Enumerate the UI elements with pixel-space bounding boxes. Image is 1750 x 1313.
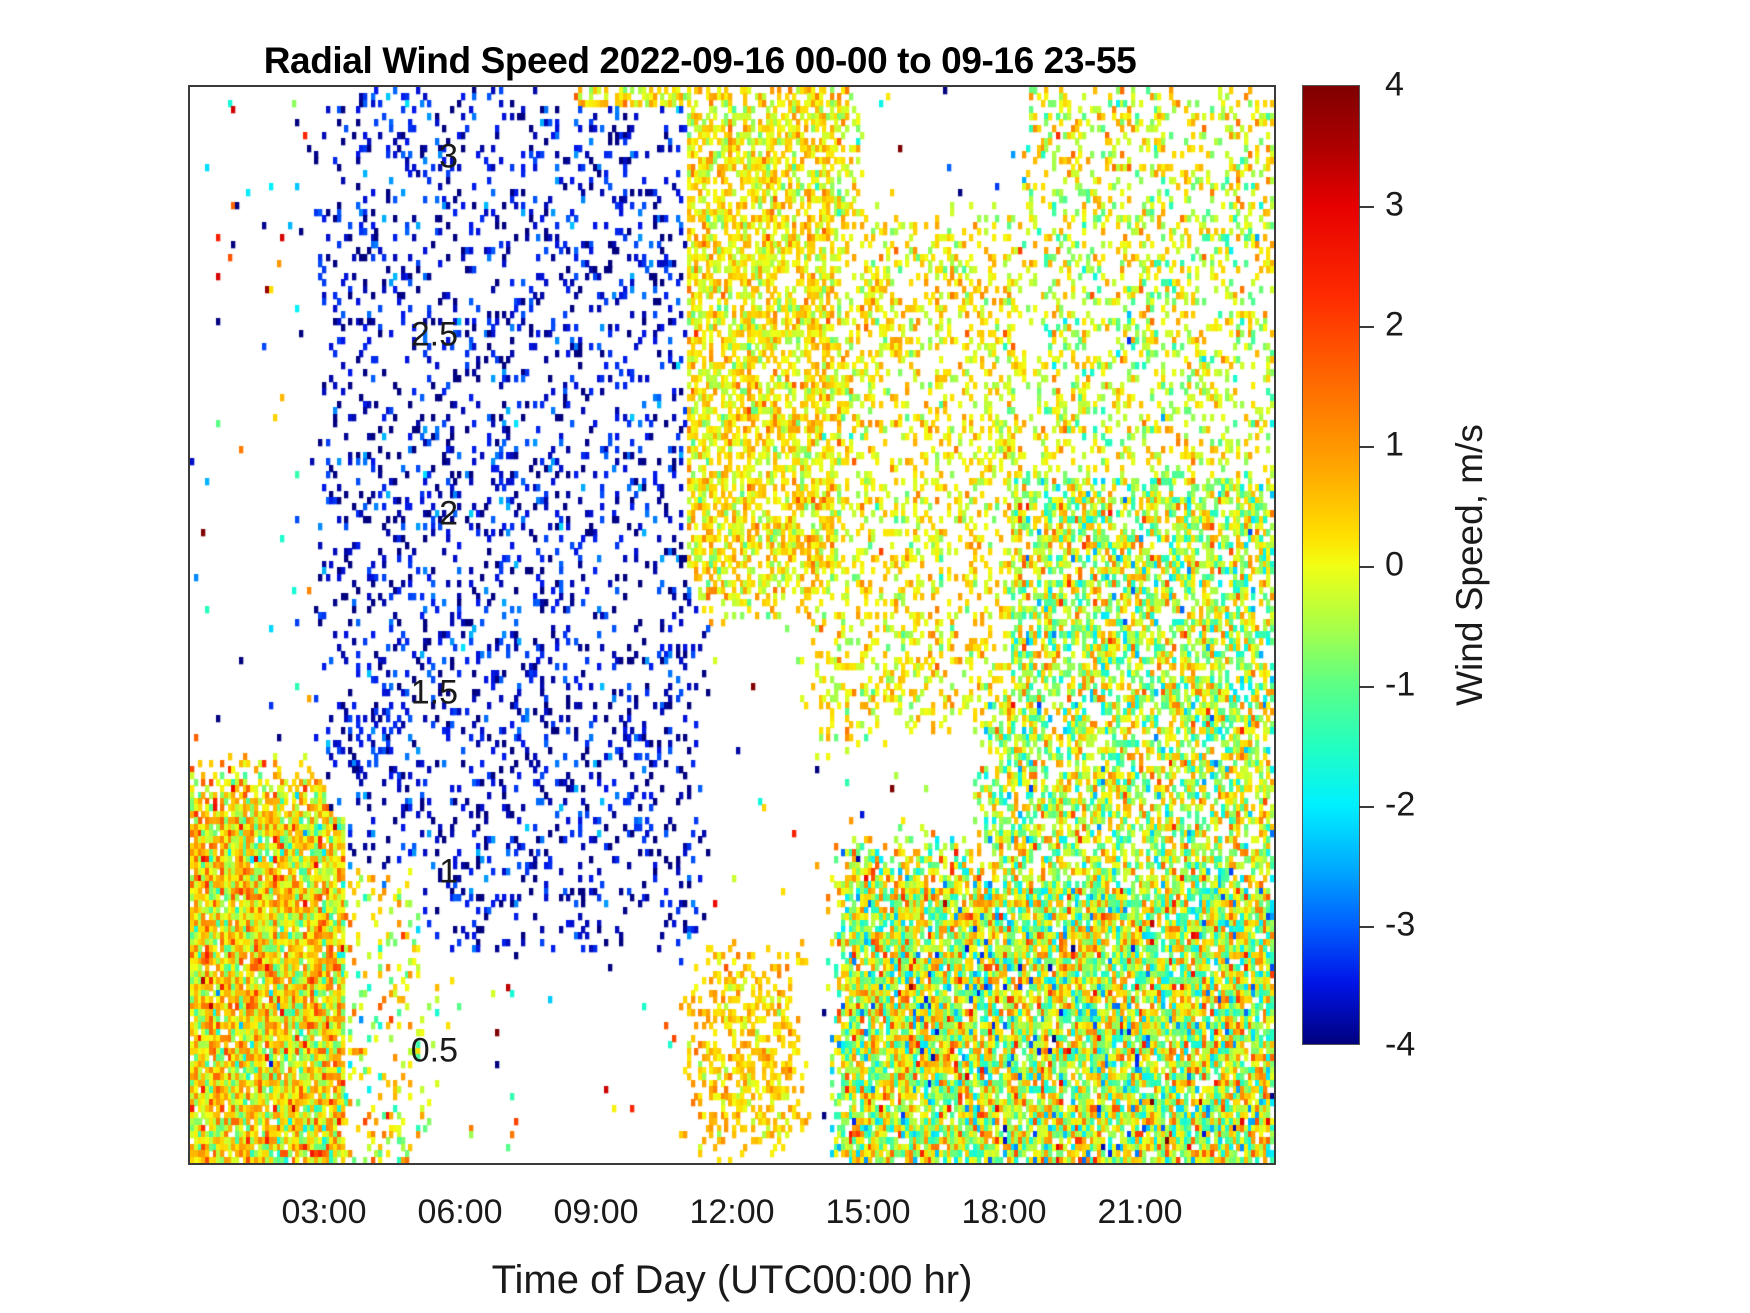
heatmap-canvas [190,87,1274,1163]
colorbar-tick-label: -4 [1385,1025,1416,1064]
y-tick [188,695,190,697]
colorbar-tick-label: 4 [1385,65,1404,104]
y-tick-label: 0.5 [410,1031,458,1070]
chart-title: Radial Wind Speed 2022-09-16 00-00 to 09… [263,40,1137,81]
colorbar-tick-label: 3 [1385,185,1404,224]
y-tick [1274,695,1276,697]
colorbar-tick-label: -3 [1385,905,1416,944]
x-tick [734,1163,736,1165]
colorbar-tick [1359,566,1374,568]
x-tick-label: 18:00 [961,1193,1047,1231]
colorbar-tick [1359,926,1374,928]
x-tick-label: 15:00 [825,1193,911,1231]
y-tick [188,337,190,339]
colorbar-tick [1359,206,1374,208]
colorbar-gradient [1303,86,1359,1044]
y-tick [1274,159,1276,161]
x-tick [1006,1163,1008,1165]
colorbar-tick-label: -1 [1385,665,1416,704]
colorbar-tick-label: 0 [1385,545,1404,584]
colorbar-tick [1359,326,1374,328]
x-tick [326,1163,328,1165]
colorbar-tick [1359,686,1374,688]
y-tick [1274,516,1276,518]
x-tick [1142,85,1144,87]
x-tick [462,85,464,87]
x-tick [1142,1163,1144,1165]
colorbar-title: Wind Speed, m/s [1449,424,1490,706]
y-tick [1274,1053,1276,1055]
y-tick-label: 2.5 [410,315,458,354]
y-tick [1274,337,1276,339]
colorbar-tick-label: 2 [1385,305,1404,344]
colorbar-tick [1359,446,1374,448]
y-tick [1274,874,1276,876]
x-tick [1006,85,1008,87]
x-tick-label: 06:00 [417,1193,503,1231]
x-tick-label: 03:00 [281,1193,367,1231]
x-tick [598,1163,600,1165]
y-tick [188,159,190,161]
x-tick [326,85,328,87]
x-tick [870,1163,872,1165]
y-tick-label: 2 [439,494,458,533]
y-tick-label: 1 [439,852,458,891]
x-tick [734,85,736,87]
x-tick-label: 09:00 [553,1193,639,1231]
y-tick [188,516,190,518]
colorbar-tick-label: -2 [1385,785,1416,824]
y-tick [188,874,190,876]
x-tick-label: 21:00 [1097,1193,1183,1231]
colorbar-tick-label: 1 [1385,425,1404,464]
x-axis-title: Time of Day (UTC00:00 hr) [491,1258,973,1302]
colorbar [1302,85,1374,1045]
x-tick [870,85,872,87]
plot-axes [188,85,1276,1165]
colorbar-tick [1359,806,1374,808]
y-tick-label: 1.5 [410,673,458,712]
x-tick [462,1163,464,1165]
y-tick [188,1053,190,1055]
x-tick-label: 12:00 [689,1193,775,1231]
y-tick-label: 3 [439,137,458,176]
x-tick [598,85,600,87]
